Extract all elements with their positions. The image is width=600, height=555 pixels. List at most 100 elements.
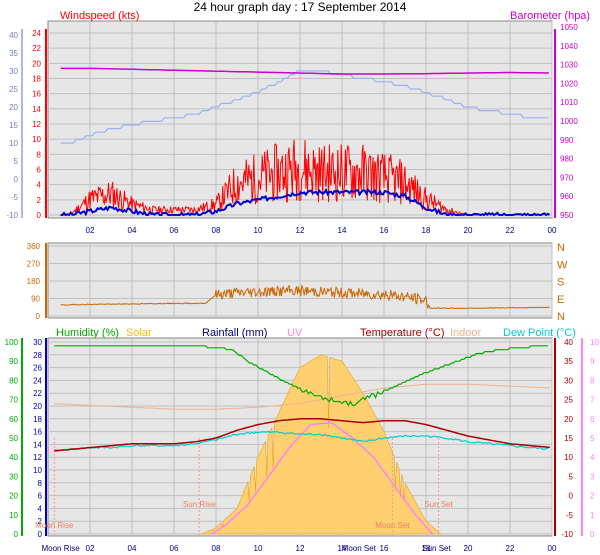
uv-tick-label: 8 [590,376,595,385]
temperature-tick-label: -5 [566,511,574,520]
wind-left-inner-tick-label: 24 [32,29,41,38]
wind-right-tick-label: 950 [560,211,574,220]
wind-x-tick-label: 14 [338,226,347,235]
wind-right-tick-label: 990 [560,136,574,145]
bottom-event-label: Moon Rise [41,544,80,553]
bottom-event-label: Moon Set [342,544,377,553]
series-wind-direction [60,284,550,310]
wind-right-tick-label: 1020 [560,79,578,88]
wind-left-outer-tick-label: -5 [11,193,19,202]
uv-tick-label: 5 [590,434,595,443]
humidity-tick-label: 70 [9,396,18,405]
temperature-panel: 1009080706050403020100302826242220181614… [5,327,600,553]
temperature-tick-label: 10 [564,453,573,462]
uv-tick-label: 10 [590,338,599,347]
temperature-x-tick-label: 10 [254,544,263,553]
rainfall-tick-label: 24 [33,376,42,385]
wind-left-outer-tick-label: 10 [9,139,18,148]
temperature-tick-label: -10 [561,530,573,539]
wind-x-tick-label: 12 [296,226,305,235]
temperature-x-tick-label: 18 [422,544,431,553]
series-gust-line [60,70,549,144]
wind-x-tick-label: 06 [170,226,179,235]
temperature-tick-label: 20 [564,415,573,424]
direction-compass-label: E [557,294,564,306]
series-dewpoint-line [54,430,548,452]
temperature-legend-item: Indoor [450,327,482,339]
wind-left-inner-tick-label: 14 [32,105,41,114]
temperature-tick-label: 15 [564,434,573,443]
series-indoor-line [54,383,550,410]
event-label: Moon Rise [35,521,74,530]
temperature-x-tick-label: 08 [212,544,221,553]
humidity-tick-label: 0 [14,530,19,539]
wind-right-tick-label: 1010 [560,98,578,107]
wind-x-tick-label: 08 [212,226,221,235]
series-temperature-line [54,418,550,452]
rainfall-tick-label: 8 [38,479,43,488]
wind-left-outer-tick-label: 15 [9,121,18,130]
temperature-tick-label: 30 [564,376,573,385]
temperature-tick-label: 40 [564,338,573,347]
uv-tick-label: 7 [590,396,595,405]
wind-legend-barometer: Barometer (hpa) [510,10,590,22]
series-windspeed-line [60,139,481,216]
rainfall-tick-label: 16 [33,428,42,437]
wind-left-outer-tick-label: 20 [9,103,18,112]
wind-legend-windspeed: Windspeed (kts) [60,10,139,22]
wind-panel: 4035302520151050-5-102422201816141210864… [6,10,590,235]
temperature-x-tick-label: 14 [338,544,347,553]
series-barometer-line [60,67,549,75]
wind-left-inner-tick-label: 8 [37,150,42,159]
humidity-tick-label: 30 [9,472,18,481]
temperature-x-tick-label: 02 [86,544,95,553]
wind-left-outer-tick-label: 30 [9,67,18,76]
temperature-legend-item: Humidity (%) [56,327,119,339]
humidity-tick-label: 60 [9,415,18,424]
direction-compass-label: W [557,259,568,271]
temperature-x-tick-label: 12 [296,544,305,553]
wind-left-outer-tick-label: -10 [6,211,18,220]
rainfall-tick-label: 4 [38,504,43,513]
temperature-x-tick-label: 06 [170,544,179,553]
uv-tick-label: 6 [590,415,595,424]
wind-left-outer-tick-label: 0 [14,175,19,184]
rainfall-tick-label: 6 [38,492,43,501]
wind-x-tick-label: 18 [422,226,431,235]
humidity-tick-label: 10 [9,511,18,520]
temperature-legend-item: Temperature (°C) [360,327,444,339]
bottom-event-label: Sun Set [422,544,451,553]
wind-right-tick-label: 1030 [560,61,578,70]
uv-tick-label: 3 [590,472,595,481]
series-uv-line [211,421,433,535]
event-label: Sun Rise [183,500,216,509]
direction-compass-label: S [557,277,564,289]
wind-left-inner-tick-label: 22 [32,44,41,53]
temperature-x-tick-label: 16 [380,544,389,553]
rainfall-tick-label: 26 [33,364,42,373]
uv-tick-label: 4 [590,453,595,462]
wind-left-inner-tick-label: 4 [37,181,42,190]
temperature-x-tick-label: 04 [128,544,137,553]
humidity-tick-label: 40 [9,453,18,462]
temperature-tick-label: 25 [564,396,573,405]
uv-tick-label: 0 [590,530,595,539]
series-humidity-line [54,345,548,407]
wind-x-tick-label: 04 [128,226,137,235]
temperature-legend-item: Solar [126,327,152,339]
rainfall-tick-label: 18 [33,415,42,424]
temperature-legend-item: Rainfall (mm) [202,327,267,339]
wind-left-outer-tick-label: 25 [9,85,18,94]
direction-tick-label: 360 [27,242,41,251]
rainfall-tick-label: 2 [38,517,43,526]
rainfall-tick-label: 14 [33,440,42,449]
event-label: Moon Set [375,521,410,530]
wind-right-tick-label: 970 [560,173,574,182]
wind-left-inner-tick-label: 6 [37,166,42,175]
rainfall-tick-label: 12 [33,453,42,462]
wind-x-tick-label: 02 [86,226,95,235]
humidity-tick-label: 90 [9,357,18,366]
wind-left-inner-tick-label: 10 [32,135,41,144]
